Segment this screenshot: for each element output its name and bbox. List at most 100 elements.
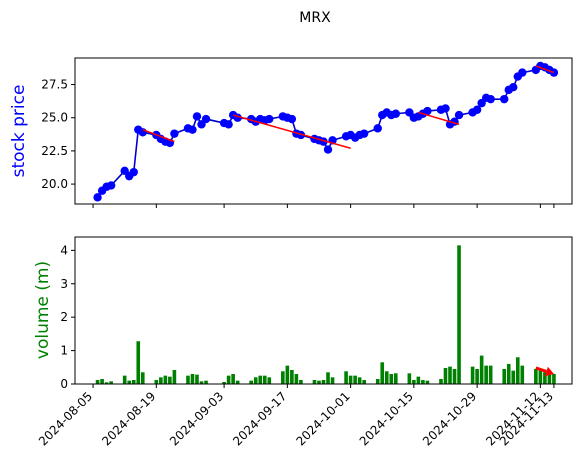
volume-bar: [317, 380, 321, 384]
volume-x-tick-label: 2024-08-19: [99, 389, 158, 448]
price-point: [129, 167, 138, 177]
volume-bar: [479, 355, 484, 384]
volume-x-tick-label: 2024-10-15: [357, 389, 416, 448]
volume-bar: [326, 372, 330, 384]
volume-bar: [421, 379, 425, 384]
price-point: [423, 106, 432, 116]
volume-bar: [127, 380, 132, 384]
volume-bar: [253, 377, 258, 384]
volume-bar: [543, 372, 547, 384]
volume-bar: [344, 371, 348, 384]
price-point: [441, 104, 450, 113]
volume-x-tick-label: 2024-08-05: [36, 389, 95, 448]
volume-bar: [190, 373, 195, 384]
price-y-ticks: 20.0 22.5 25.0 27.5: [41, 78, 75, 191]
volume-bar: [267, 377, 272, 384]
price-trend-line: [232, 114, 351, 149]
volume-bar: [100, 378, 104, 384]
volume-y-tick-label: 4: [60, 243, 68, 257]
volume-bar: [199, 381, 204, 384]
volume-bar: [330, 377, 335, 384]
volume-bar: [95, 379, 100, 384]
price-y-tick-label: 20.0: [41, 177, 68, 191]
volume-bar: [515, 357, 520, 384]
price-point: [486, 94, 495, 104]
volume-bar: [140, 372, 145, 384]
price-x-ticks: [92, 204, 555, 208]
volume-bar: [452, 368, 457, 384]
price-trend-line: [142, 128, 175, 143]
volume-bar: [299, 379, 303, 384]
volume-y-ticks: 0 1 2 3 4: [60, 243, 75, 391]
volume-x-ticks: 2024-08-05 2024-08-19 2024-09-03 2024-09-17…: [36, 384, 556, 448]
price-y-tick-label: 22.5: [41, 144, 68, 158]
price-point: [201, 114, 211, 124]
volume-x-tick-label: 2024-09-03: [167, 389, 226, 448]
volume-bar: [484, 365, 488, 385]
volume-trend-arrow-head: [544, 366, 554, 377]
volume-bar: [122, 375, 127, 384]
volume-bar: [109, 381, 113, 384]
volume-bar: [104, 382, 109, 384]
volume-bar: [321, 379, 326, 384]
volume-bar: [285, 365, 290, 385]
volume-bar: [511, 370, 516, 384]
price-point: [391, 109, 400, 118]
volume-bar: [407, 373, 412, 384]
volume-bar: [159, 377, 163, 384]
volume-bar: [136, 341, 141, 384]
price-panel: 20.0 22.5 25.0 27.5 stock price: [9, 57, 573, 208]
volume-bar: [534, 368, 538, 384]
volume-bar: [384, 371, 389, 384]
volume-bar: [131, 379, 136, 384]
volume-bar: [290, 369, 294, 384]
volume-bar: [357, 377, 362, 384]
volume-x-tick-label: 2024-10-01: [294, 389, 353, 448]
volume-bar: [470, 366, 475, 384]
volume-bar: [281, 371, 285, 384]
volume-bar: [262, 375, 267, 384]
volume-bar: [416, 376, 421, 384]
price-point: [549, 68, 559, 77]
volume-bar: [506, 363, 511, 384]
volume-bar: [312, 379, 317, 384]
price-axes-frame: [74, 57, 573, 205]
volume-plot-area: [95, 245, 556, 385]
price-point: [170, 129, 179, 138]
volume-y-tick-label: 3: [60, 277, 68, 291]
volume-axes-frame: [74, 236, 573, 385]
volume-bar: [258, 375, 263, 384]
volume-bar: [172, 369, 177, 384]
chart-title: MRX: [299, 10, 331, 26]
price-y-tick-label: 27.5: [41, 78, 68, 92]
price-point: [287, 114, 297, 124]
volume-bar: [195, 374, 199, 384]
price-point: [192, 112, 202, 121]
volume-bar: [375, 378, 380, 384]
volume-bar: [186, 375, 190, 384]
volume-bar: [348, 375, 353, 384]
volume-bar: [393, 373, 398, 384]
price-point: [138, 128, 147, 137]
price-point: [323, 145, 333, 154]
volume-bar: [439, 378, 443, 384]
volume-x-tick-label: 2024-09-17: [230, 389, 289, 448]
price-point: [359, 129, 369, 138]
volume-y-tick-label: 2: [60, 310, 68, 324]
volume-bar: [488, 365, 493, 385]
volume-bar: [294, 373, 299, 384]
volume-bar: [226, 375, 231, 384]
price-point: [518, 68, 527, 77]
price-plot-area: [93, 61, 559, 202]
volume-bar: [380, 362, 385, 384]
volume-bar: [552, 373, 556, 384]
price-point: [454, 110, 464, 120]
volume-bar: [547, 373, 552, 384]
price-trend-line: [535, 65, 555, 74]
price-series-line: [96, 65, 555, 198]
price-point: [472, 105, 482, 114]
volume-x-tick-label: 2024-10-29: [420, 389, 479, 448]
volume-y-tick-label: 1: [60, 344, 68, 358]
volume-bar: [502, 368, 507, 384]
